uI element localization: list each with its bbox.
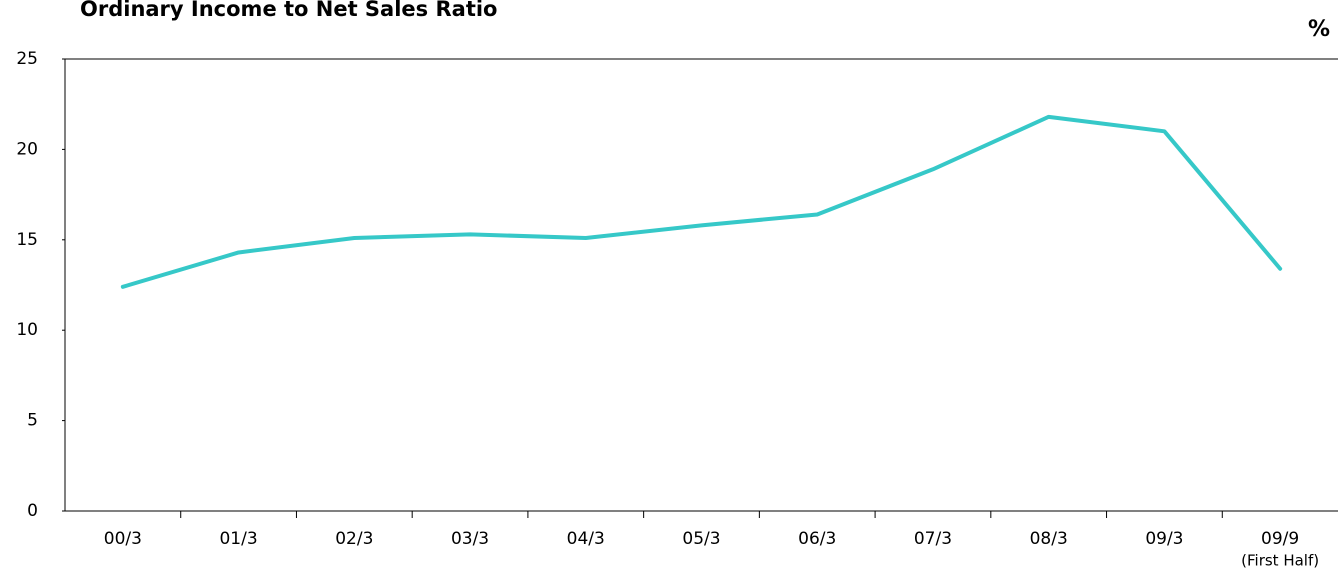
x-tick-label: 04/3 (567, 529, 605, 549)
x-tick-label: 00/3 (104, 529, 142, 549)
x-tick-label: 08/3 (1030, 529, 1068, 549)
x-tick-label: 03/3 (451, 529, 489, 549)
y-tick-label: 5 (27, 411, 38, 431)
x-tick-label: 09/3 (1145, 529, 1183, 549)
x-tick-label: 01/3 (219, 529, 257, 549)
y-unit: % (1308, 17, 1330, 42)
y-tick-label: 15 (16, 230, 38, 250)
y-tick-label: 0 (27, 501, 38, 521)
x-tick-label: 07/3 (914, 529, 952, 549)
line-series (120, 114, 1283, 289)
x-tick-label: 09/9 (1261, 529, 1299, 549)
x-tick-label: 06/3 (798, 529, 836, 549)
y-tick-label: 20 (16, 139, 38, 159)
annotation: (First Half) (1241, 552, 1319, 570)
chart-title: Ordinary Income to Net Sales Ratio (80, 0, 498, 21)
y-tick-label: 25 (16, 49, 38, 69)
x-tick-label: 02/3 (335, 529, 373, 549)
x-tick-label: 05/3 (682, 529, 720, 549)
y-tick-label: 10 (16, 320, 38, 340)
